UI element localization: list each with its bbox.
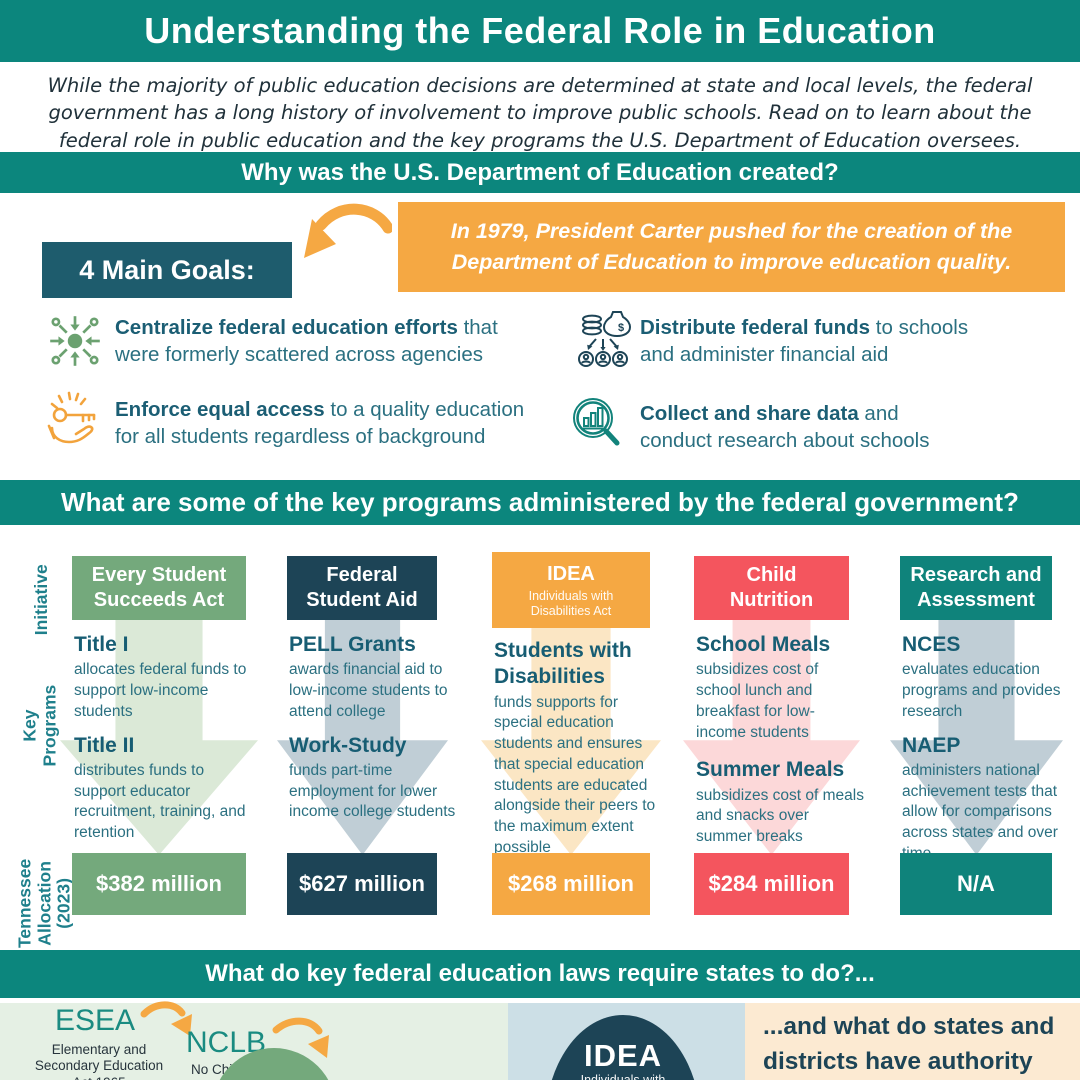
equal-access-icon (47, 391, 96, 444)
program-name: PELL Grants (289, 633, 416, 656)
row-label-key-programs: Key Programs (19, 684, 59, 767)
section-heading-why: Why was the U.S. Department of Education… (0, 152, 1080, 193)
carter-callout: In 1979, President Carter pushed for the… (398, 202, 1065, 292)
program-description: funds supports for special education stu… (494, 693, 656, 856)
states-authority-panel (745, 1003, 1080, 1080)
curved-arrow-icon (304, 203, 392, 258)
goal-bold-text: Distribute federal funds (640, 316, 871, 339)
program-name: Students with Disabilities (494, 639, 632, 689)
four-main-goals-label: 4 Main Goals: (42, 242, 292, 298)
initiative-title: IDEA (547, 562, 595, 585)
allocation-fsa: $627 million (287, 853, 437, 915)
program-name: NCES (902, 633, 961, 656)
allocation-idea: $268 million (492, 853, 650, 915)
idea-bubble-title: IDEA (583, 1038, 663, 1073)
program-description: allocates federal funds to support low-i… (74, 661, 247, 720)
programs-column-research: NCES evaluates education programs and pr… (902, 622, 1072, 865)
section-heading-programs: What are some of the key programs admini… (0, 480, 1080, 525)
data-research-icon (573, 398, 620, 446)
goal-rest-text: to a quality education for all students … (115, 398, 525, 449)
allocation-essa: $382 million (72, 853, 246, 915)
states-authority-heading: ...and what do states and districts have… (763, 1013, 1055, 1075)
intro-paragraph: While the majority of public education d… (47, 74, 1033, 152)
goal-rest-text: and conduct research about schools (640, 402, 930, 453)
goal-bold-text: Collect and share data (640, 402, 859, 425)
distribute-funds-icon: $ (578, 311, 632, 367)
program-name: Title II (74, 733, 135, 757)
idea-bubble-subtitle: Individuals with (580, 1073, 666, 1080)
initiative-subtitle: Individuals with Disabilities Act (528, 588, 614, 618)
esea-label: ESEA (55, 1004, 136, 1037)
goal-bold-text: Enforce equal access (115, 398, 325, 421)
goal-centralize: Centralize federal education efforts tha… (115, 314, 545, 368)
row-label-initiative: Initiative (31, 564, 52, 636)
initiative-title: Every Student Succeeds Act (91, 564, 227, 611)
page-title: Understanding the Federal Role in Educat… (0, 0, 1080, 62)
program-name: NAEP (902, 733, 961, 757)
program-description: funds part-time employment for lower inc… (289, 761, 456, 821)
row-label-tennessee-allocation: Tennessee Allocation (2023) (14, 858, 74, 948)
program-description: administers national achievement tests t… (902, 761, 1058, 862)
initiative-title: Federal Student Aid (306, 564, 418, 611)
allocation-child-nutrition: $284 million (694, 853, 849, 915)
program-name: Title I (74, 633, 129, 656)
programs-column-essa: Title I allocates federal funds to suppo… (74, 622, 260, 844)
goal-collect-data: Collect and share data and conduct resea… (640, 400, 940, 454)
goal-distribute: Distribute federal funds to schools and … (640, 314, 1005, 368)
program-name: Work-Study (289, 733, 407, 757)
initiative-header-federal-student-aid: Federal Student Aid (287, 556, 437, 620)
initiative-title: Research and Assessment (910, 564, 1042, 611)
esea-sublabel: Elementary and Secondary Education Act 1… (34, 1042, 164, 1080)
programs-column-child-nutrition: School Meals subsidizes cost of school l… (696, 622, 864, 848)
initiative-title: Child Nutrition (729, 564, 814, 611)
curved-arrow-icon (272, 1017, 329, 1058)
allocation-research: N/A (900, 853, 1052, 915)
goal-rest-text: that were formerly scattered across agen… (115, 316, 498, 367)
centralize-icon (50, 316, 100, 366)
goal-bold-text: Centralize federal education efforts (115, 316, 458, 339)
program-name: School Meals (696, 633, 831, 656)
program-description: subsidizes cost of meals and snacks over… (696, 786, 864, 846)
program-name: Summer Meals (696, 758, 845, 782)
initiative-header-idea: IDEA Individuals with Disabilities Act (492, 552, 650, 628)
program-description: subsidizes cost of school lunch and brea… (696, 661, 819, 741)
curved-arrow-icon (140, 1001, 192, 1036)
programs-column-idea: Students with Disabilities funds support… (494, 628, 666, 859)
section-heading-laws: What do key federal education laws requi… (0, 950, 1080, 998)
initiative-header-research-assessment: Research and Assessment (900, 556, 1052, 620)
program-description: evaluates education programs and provide… (902, 661, 1061, 720)
programs-column-fsa: PELL Grants awards financial aid to low-… (289, 622, 457, 823)
program-description: distributes funds to support educator re… (74, 761, 246, 842)
goal-equal-access: Enforce equal access to a quality educat… (115, 396, 550, 450)
goal-rest-text: to schools and administer financial aid (640, 316, 969, 367)
initiative-header-child-nutrition: Child Nutrition (694, 556, 849, 620)
program-description: awards financial aid to low-income stude… (289, 661, 448, 720)
svg-text:$: $ (618, 322, 624, 334)
initiative-header-essa: Every Student Succeeds Act (72, 556, 246, 620)
